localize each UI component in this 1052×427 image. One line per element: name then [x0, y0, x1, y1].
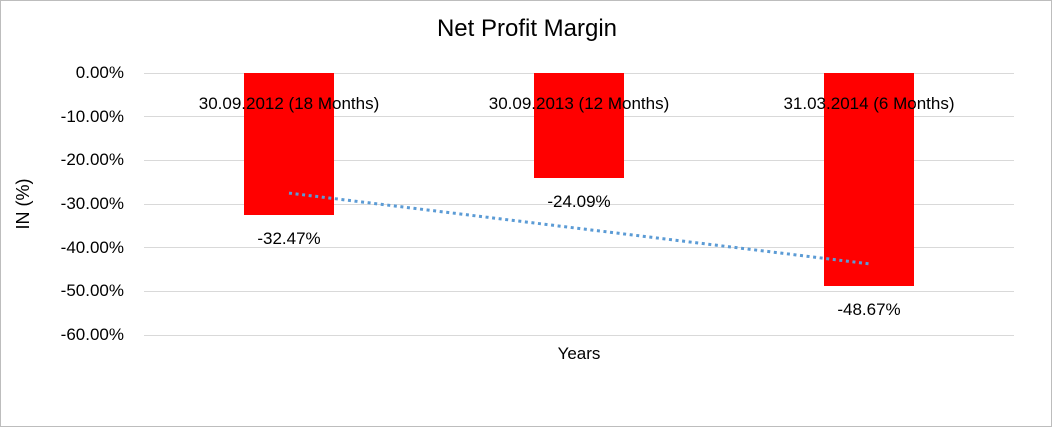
- data-label: -48.67%: [837, 299, 901, 319]
- data-label: -32.47%: [257, 228, 321, 248]
- category-label: 30.09.2013 (12 Months): [488, 94, 670, 113]
- gridline: [144, 290, 1014, 292]
- gridline: [144, 203, 1014, 205]
- bar-1: [244, 73, 334, 215]
- y-tick-label: -30.00%: [60, 194, 124, 213]
- linear-trendline: [288, 191, 870, 266]
- y-tick-label: 0.00%: [75, 63, 124, 82]
- bar-2: [534, 73, 624, 179]
- gridline: [144, 247, 1014, 249]
- category-label: 31.03.2014 (6 Months): [783, 94, 955, 113]
- y-tick-label: -40.00%: [60, 237, 124, 257]
- y-tick-label: -10.00%: [60, 106, 124, 126]
- y-tick-label: -60.00%: [60, 325, 124, 344]
- gridline: [144, 334, 1014, 336]
- data-label: -24.09%: [547, 192, 611, 212]
- y-tick-label: -50.00%: [60, 281, 124, 301]
- y-tick-label: -20.00%: [60, 150, 124, 170]
- category-label: 30.09.2012 (18 Months): [198, 94, 380, 113]
- x-axis-title: Years: [557, 344, 601, 363]
- chart-title: Net Profit Margin: [436, 15, 618, 42]
- bar-3: [824, 73, 914, 286]
